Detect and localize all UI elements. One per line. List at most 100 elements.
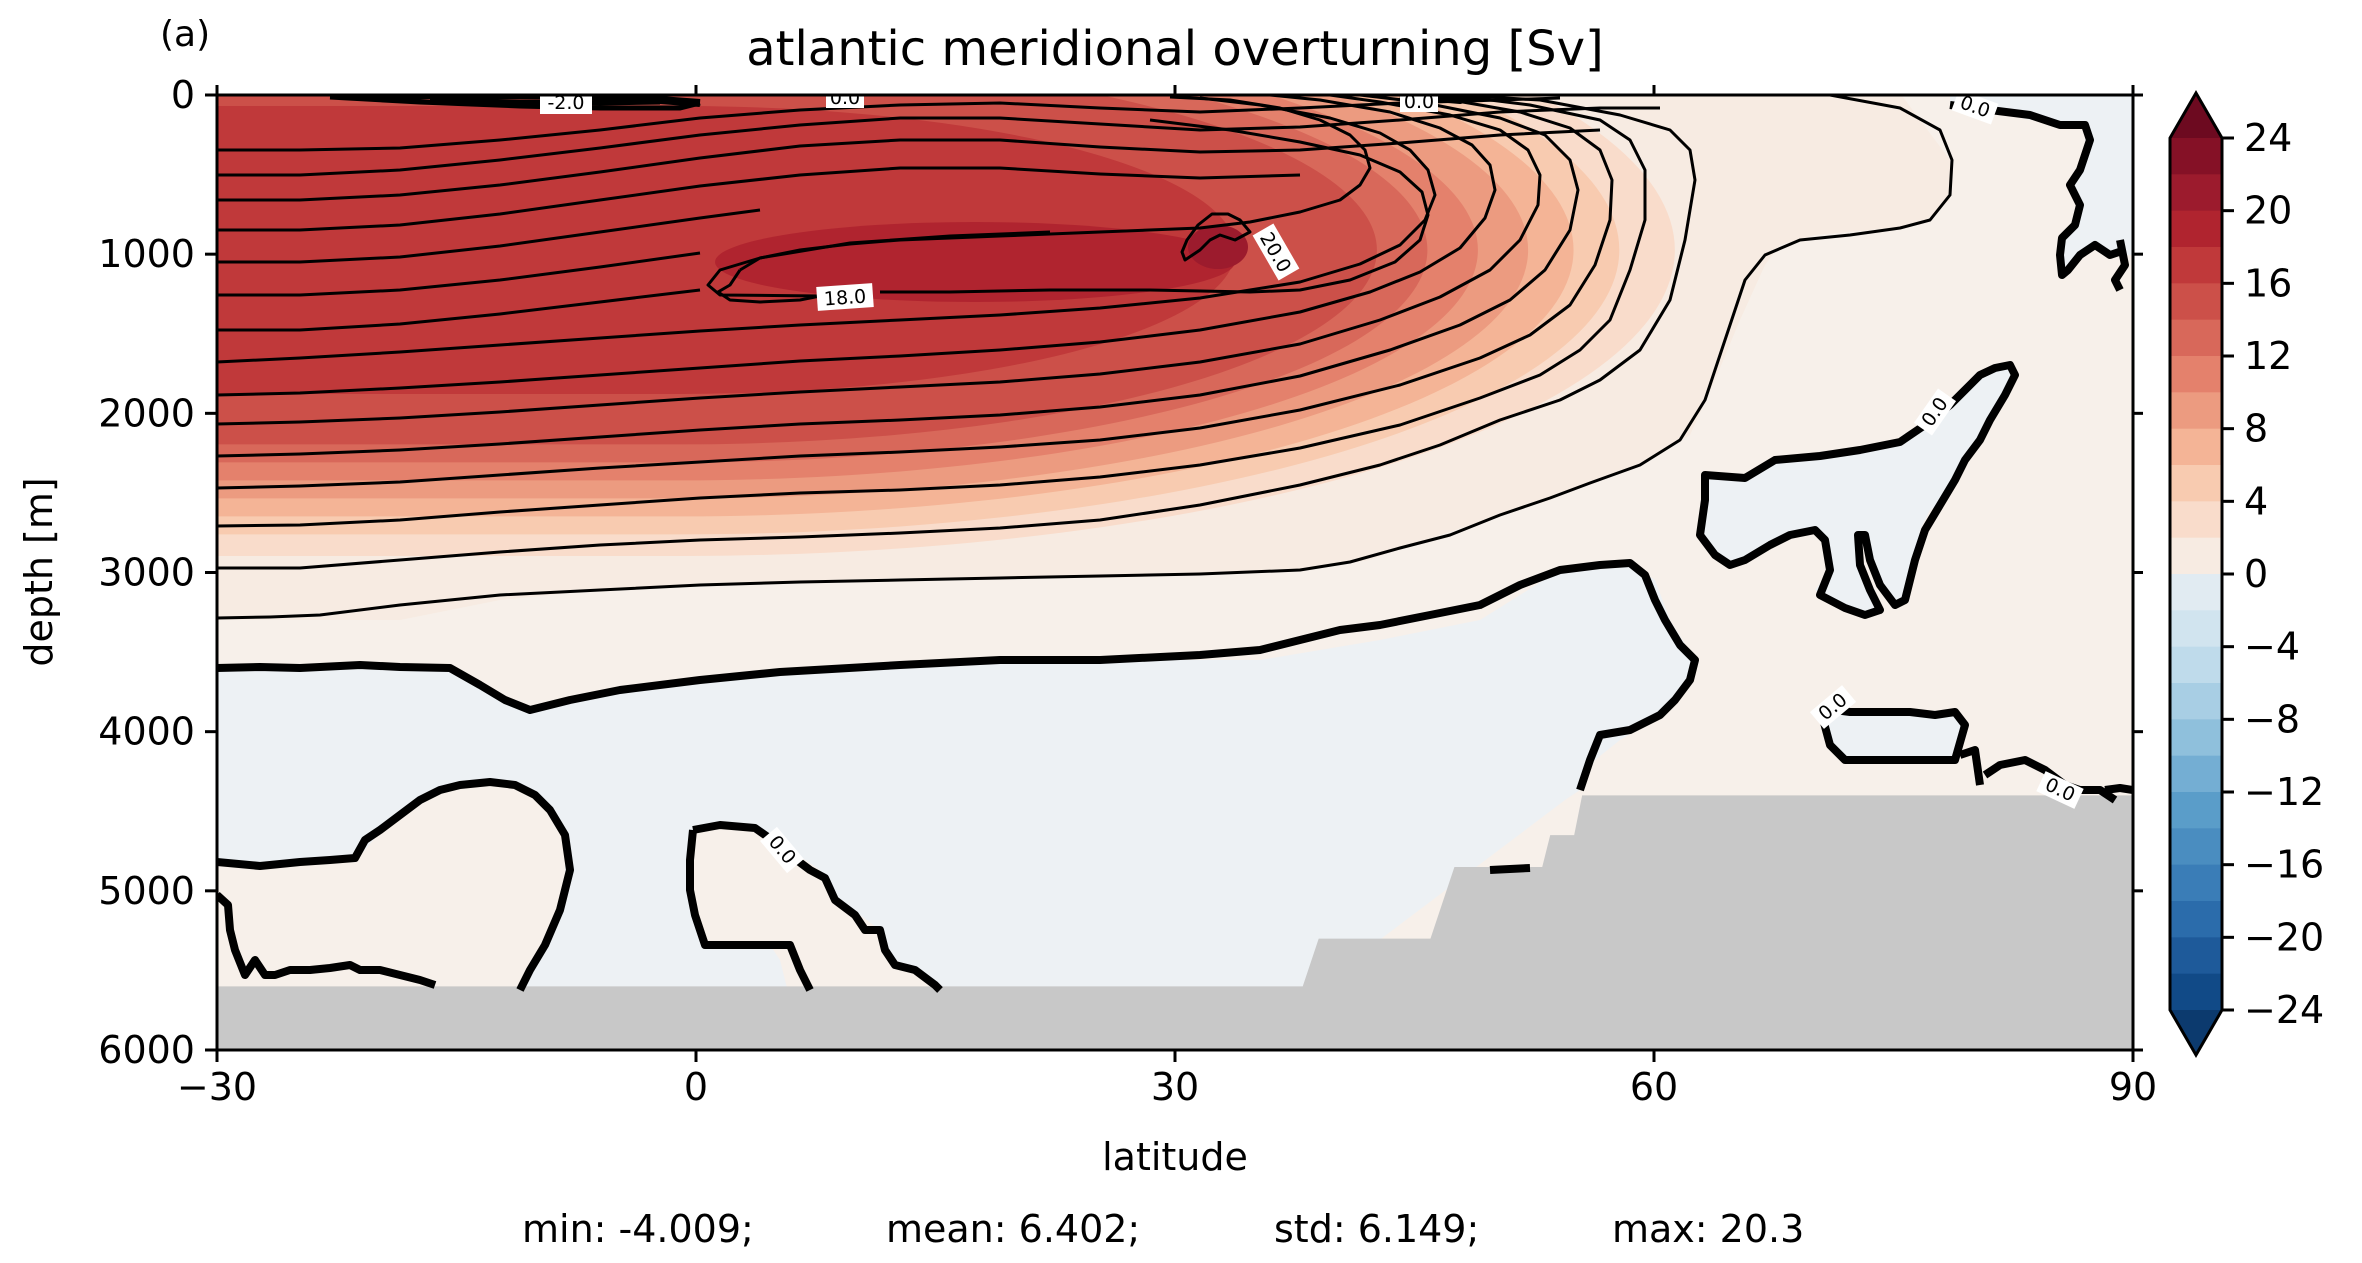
contour-label-neg2: -2.0	[540, 92, 592, 114]
zero-contour-southwest-lower	[217, 892, 437, 989]
colorbar-segment	[2170, 828, 2222, 866]
zero-contour-arctic	[1949, 101, 2127, 279]
x-tick-label: 30	[1151, 1065, 1199, 1109]
contour-6	[217, 95, 1647, 528]
zero-contour-equatorial	[692, 821, 943, 993]
contour-shallow-5	[217, 208, 761, 264]
contour-12	[217, 95, 1542, 426]
colorbar-tick-label: 24	[2244, 116, 2292, 160]
colorbar-segment	[2170, 864, 2222, 902]
band-18-core	[715, 222, 1235, 302]
y-tick-label: 4000	[98, 710, 195, 754]
colorbar-tick-label: −4	[2244, 625, 2300, 669]
positive-blob-southwest	[217, 780, 565, 1000]
contour-shallow-2	[217, 106, 1660, 177]
negative-patch-70n	[1820, 708, 1965, 760]
deep-negative-cell	[217, 563, 1695, 1000]
contour-18-left	[706, 230, 1051, 298]
y-tick-label: 1000	[98, 232, 195, 276]
colorbar-segment	[2170, 283, 2222, 321]
x-tick-label: 60	[1630, 1065, 1678, 1109]
contour-shallow-7	[217, 288, 701, 332]
contour-shallow-4	[217, 166, 1301, 232]
zero-contour-arctic-right	[2111, 239, 2129, 292]
colorbar-tick-label: 20	[2244, 189, 2292, 233]
colorbar-extend-bottom	[2170, 1010, 2222, 1055]
zero-contour-deep-55n	[1489, 864, 1531, 874]
x-tick-label: −30	[177, 1065, 257, 1109]
chart-title: atlantic meridional overturning [Sv]	[746, 21, 1604, 77]
band-20-peak	[1188, 225, 1248, 269]
colorbar-segment	[2170, 683, 2222, 720]
contour-2	[217, 95, 1954, 620]
zero-contour-equatorial-west	[686, 829, 814, 992]
colorbar-tick-label: −12	[2244, 770, 2324, 814]
y-axis-ticks: 0 1000 2000 3000 4000 5000 6000	[98, 73, 2143, 1072]
colorbar-segment	[2170, 937, 2222, 975]
svg-text:0.0: 0.0	[1404, 91, 1434, 113]
zero-contour-main	[217, 559, 1699, 792]
colorbar-segment	[2170, 392, 2222, 430]
colorbar-segment	[2170, 537, 2222, 575]
colorbar-segment	[2170, 428, 2222, 466]
colorbar-segment	[2170, 973, 2222, 1011]
x-tick-label: 90	[2109, 1065, 2157, 1109]
y-tick-label: 0	[171, 73, 195, 117]
stat-mean: mean: 6.402;	[886, 1207, 1140, 1251]
x-axis-ticks: −30 0 30 60 90	[177, 85, 2157, 1109]
contour-lines	[217, 95, 1954, 620]
colorbar-tick-label: 12	[2244, 334, 2292, 378]
contour-10	[217, 95, 1580, 458]
colorbar-segment	[2170, 501, 2222, 539]
colorbar: 24 20 16 12 8 4 0 −4 −8 −12 −16 −20 −24	[2168, 90, 2324, 1058]
zero-contour-southwest	[217, 778, 574, 992]
colorbar-extend-top	[2170, 93, 2222, 138]
x-axis-label: latitude	[1102, 1135, 1248, 1179]
panel-label: (a)	[160, 14, 210, 55]
svg-text:18.0: 18.0	[823, 286, 867, 311]
band-18	[217, 106, 1236, 394]
stat-max: max: 20.3	[1612, 1207, 1804, 1251]
colorbar-tick-label: −16	[2244, 843, 2324, 887]
contour-shallow-1	[217, 96, 1561, 152]
x-tick-label: 0	[684, 1065, 708, 1109]
contour-4	[217, 95, 1697, 570]
stat-min: min: -4.009;	[522, 1207, 754, 1251]
colorbar-tick-label: 8	[2244, 407, 2268, 451]
colorbar-segment	[2170, 319, 2222, 357]
contour-20	[1180, 212, 1252, 262]
positive-blob-equatorial	[690, 825, 940, 1000]
contour-shallow-3	[217, 128, 1601, 202]
y-tick-label: 6000	[98, 1028, 195, 1072]
contour-16	[217, 96, 1437, 364]
colorbar-segment	[2170, 646, 2222, 684]
colorbar-tick-label: 16	[2244, 261, 2292, 305]
contour-field: -2.0 0.0 0.0 0.0 18.0 20.0 0.0 0.0 0.0 0…	[217, 87, 2133, 1050]
colorbar-tick-label: 0	[2244, 552, 2268, 596]
contour-label-zero-b: 0.0	[1400, 91, 1438, 113]
contour-label-18: 18.0	[816, 283, 874, 311]
contour-8	[217, 96, 1614, 490]
colorbar-segment	[2170, 755, 2222, 793]
colorbar-tick-label: −20	[2244, 915, 2324, 959]
y-tick-label: 3000	[98, 551, 195, 595]
y-tick-label: 2000	[98, 391, 195, 435]
colorbar-segment	[2170, 792, 2222, 829]
colorbar-tick-label: −24	[2244, 988, 2324, 1032]
stat-std: std: 6.149;	[1274, 1207, 1479, 1251]
svg-text:0.0: 0.0	[830, 87, 860, 109]
colorbar-segment	[2170, 465, 2222, 502]
colorbar-segment	[2170, 574, 2222, 611]
svg-text:-2.0: -2.0	[547, 92, 584, 114]
contour-label-zero-a: 0.0	[826, 87, 864, 109]
colorbar-segment	[2170, 138, 2222, 175]
y-axis-label: depth [m]	[17, 477, 61, 666]
zero-contour-70n	[1816, 704, 1969, 764]
y-tick-label: 5000	[98, 869, 195, 913]
contour-shallow-6	[217, 251, 701, 297]
colorbar-segment	[2170, 174, 2222, 212]
contour-18-west	[716, 269, 821, 304]
colorbar-segment	[2170, 719, 2222, 757]
colorbar-segment	[2170, 247, 2222, 284]
